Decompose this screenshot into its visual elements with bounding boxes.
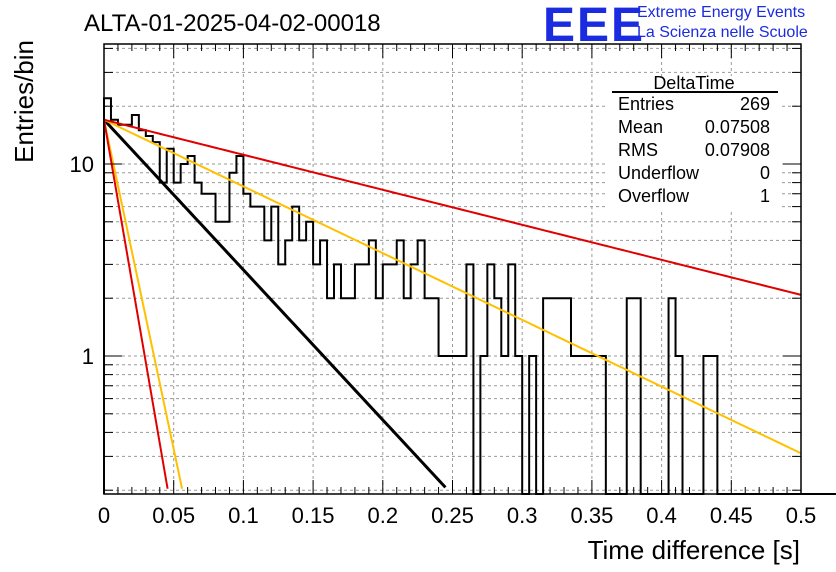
logo-line-1: Extreme Energy Events xyxy=(637,4,806,21)
y-tick-label: 10 xyxy=(70,152,94,177)
x-tick-label: 0.5 xyxy=(786,503,817,528)
stats-row-value: 0 xyxy=(760,163,770,183)
x-tick-label: 0.3 xyxy=(507,503,538,528)
axis-ticks xyxy=(103,44,802,494)
fit-curve-5 xyxy=(103,119,169,489)
logo-line-2: La Scienza nelle Scuole xyxy=(637,24,808,41)
eee-logo-text: Extreme Energy Events La Scienza nelle S… xyxy=(637,3,808,43)
fit-curve-3 xyxy=(103,118,802,296)
x-tick-label: 0 xyxy=(98,503,110,528)
chart-title: ALTA-01-2025-04-02-00018 xyxy=(84,10,381,37)
stats-box: DeltaTime Entries 269 Mean 0.07508 RMS 0.0790… xyxy=(608,73,780,210)
y-tick-label: 1 xyxy=(82,344,94,369)
x-tick-label: 0.35 xyxy=(570,503,613,528)
stats-row-value: 0.07508 xyxy=(705,117,770,137)
stats-box-background xyxy=(608,76,780,210)
stats-rows: Entries 269 Mean 0.07508 RMS 0.07908Underflow… xyxy=(618,94,770,206)
y-axis-label: Entries/bin xyxy=(9,40,39,163)
x-tick-label: 0.05 xyxy=(152,503,195,528)
fit-curve-2 xyxy=(103,118,802,455)
x-tick-labels: 0 0.05 0.1 0.15 0.2 0.25 0.3 0.35 0.4 0.45 0.5 xyxy=(98,503,816,528)
x-tick-label: 0.45 xyxy=(710,503,753,528)
stats-row-value: 269 xyxy=(740,94,770,114)
y-tick-labels: 1 10 xyxy=(70,152,94,369)
stats-row-value: 0.07908 xyxy=(705,140,770,160)
fit-curve-4 xyxy=(103,119,184,489)
fit-curve-1 xyxy=(102,118,447,489)
stats-row-label: Underflow xyxy=(618,163,700,183)
stats-row-value: 1 xyxy=(760,186,770,206)
stats-title: DeltaTime xyxy=(653,73,734,93)
stats-row-label: RMS xyxy=(618,140,658,160)
stats-row-label: Mean xyxy=(618,117,663,137)
x-tick-label: 0.4 xyxy=(646,503,677,528)
x-tick-label: 0.25 xyxy=(431,503,474,528)
stats-row-label: Overflow xyxy=(618,186,690,206)
fit-curves xyxy=(102,118,802,489)
x-tick-label: 0.15 xyxy=(292,503,335,528)
x-tick-label: 0.2 xyxy=(368,503,399,528)
stats-row-label: Entries xyxy=(618,94,674,114)
x-axis-label: Time difference [s] xyxy=(588,535,800,565)
x-tick-label: 0.1 xyxy=(228,503,259,528)
